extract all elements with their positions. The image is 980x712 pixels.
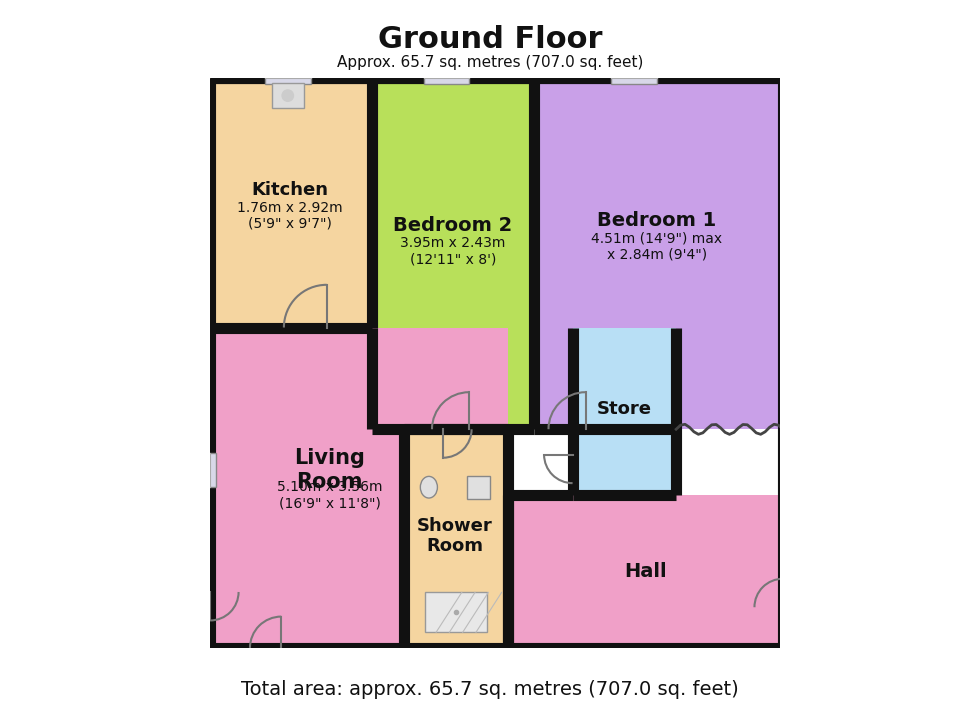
Text: Hall: Hall <box>624 562 667 581</box>
Text: Ground Floor: Ground Floor <box>377 25 603 53</box>
Bar <box>534 78 780 429</box>
Bar <box>405 429 508 653</box>
Bar <box>210 78 372 328</box>
Text: 1.76m x 2.92m
(5'9" x 9'7"): 1.76m x 2.92m (5'9" x 9'7") <box>237 201 343 231</box>
Text: Bedroom 2: Bedroom 2 <box>393 216 513 235</box>
Text: Shower
Room: Shower Room <box>416 517 493 555</box>
Text: Store: Store <box>597 400 652 418</box>
Bar <box>210 328 508 648</box>
Circle shape <box>282 90 293 101</box>
Text: Living
Room: Living Room <box>294 449 366 491</box>
Bar <box>467 476 490 498</box>
Text: 4.51m (14'9") max
x 2.84m (9'4"): 4.51m (14'9") max x 2.84m (9'4") <box>591 231 722 261</box>
Bar <box>572 328 676 496</box>
Ellipse shape <box>420 476 437 498</box>
Text: Approx. 65.7 sq. metres (707.0 sq. feet): Approx. 65.7 sq. metres (707.0 sq. feet) <box>337 55 643 70</box>
Text: 5.10m x 3.56m
(16'9" x 11'8"): 5.10m x 3.56m (16'9" x 11'8") <box>277 481 382 511</box>
Bar <box>423 73 469 84</box>
Bar <box>612 73 657 84</box>
Bar <box>205 453 216 487</box>
Text: 3.95m x 2.43m
(12'11" x 8'): 3.95m x 2.43m (12'11" x 8') <box>400 236 506 266</box>
Bar <box>265 73 311 84</box>
Bar <box>271 83 304 108</box>
Bar <box>508 496 783 653</box>
Text: Total area: approx. 65.7 sq. metres (707.0 sq. feet): Total area: approx. 65.7 sq. metres (707… <box>241 680 739 698</box>
Text: Bedroom 1: Bedroom 1 <box>597 211 716 230</box>
Bar <box>372 78 534 429</box>
Bar <box>424 592 487 632</box>
Text: Kitchen: Kitchen <box>251 182 328 199</box>
